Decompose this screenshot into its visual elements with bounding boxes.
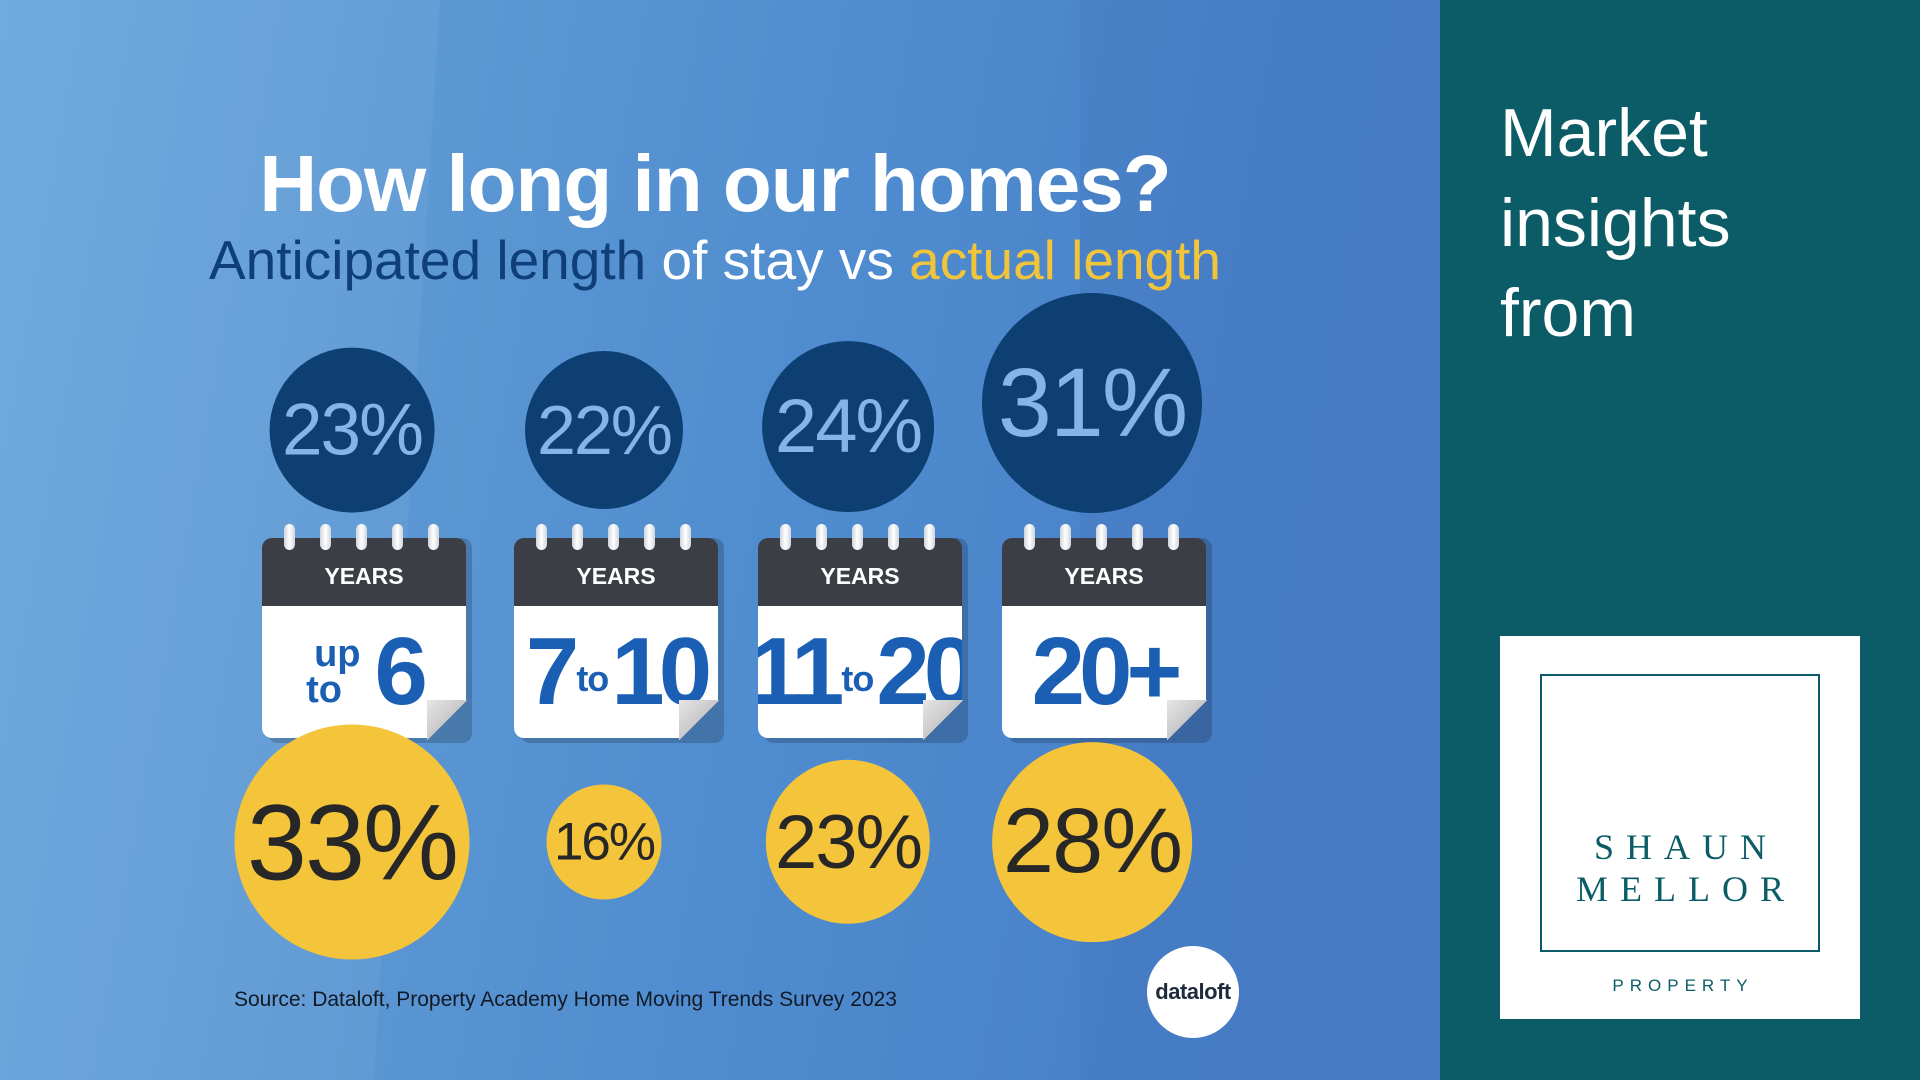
actual-value-circle: 33% bbox=[234, 724, 470, 960]
page-curl bbox=[923, 700, 963, 740]
calendar-ring bbox=[888, 524, 899, 550]
infographic-panel: How long in our homes? Anticipated lengt… bbox=[0, 0, 1440, 1080]
chart-column: 24% YEARS 11 to 20 23% bbox=[728, 0, 968, 1080]
calendar-ring bbox=[1060, 524, 1071, 550]
anticipated-value-circle: 23% bbox=[269, 347, 435, 513]
years-label: YEARS bbox=[576, 562, 656, 589]
logo-name-line: SHAUN bbox=[1593, 827, 1778, 867]
calendar-ring bbox=[536, 524, 547, 550]
calendar-ring bbox=[428, 524, 439, 550]
sidebar-heading-line: Market bbox=[1500, 95, 1708, 171]
calendar-rings bbox=[780, 520, 944, 554]
sidebar-heading-line: insights bbox=[1500, 185, 1731, 261]
calendar-ring bbox=[644, 524, 655, 550]
actual-value-label: 28% bbox=[1002, 790, 1183, 893]
category-prefix-word: to bbox=[306, 669, 342, 711]
anticipated-value-circle: 22% bbox=[525, 351, 683, 509]
calendar-ring bbox=[1168, 524, 1179, 550]
chart-column: 31% YEARS 20+ 28% bbox=[972, 0, 1212, 1080]
category-number: 7 bbox=[525, 618, 579, 725]
subtitle-actual: actual length bbox=[909, 229, 1222, 291]
sidebar-heading-line: from bbox=[1500, 275, 1636, 351]
chart-subtitle: Anticipated length of stay vs actual len… bbox=[0, 228, 1430, 292]
years-label: YEARS bbox=[1064, 562, 1144, 589]
calendar-ring bbox=[780, 524, 791, 550]
category-number: 11 bbox=[748, 618, 844, 725]
logo-name: SHAUN MELLOR bbox=[1500, 826, 1860, 910]
calendar-ring bbox=[924, 524, 935, 550]
calendar-ring bbox=[1132, 524, 1143, 550]
category-prefix: up to bbox=[306, 633, 361, 711]
calendar-rings bbox=[284, 520, 448, 554]
calendar-ring bbox=[1024, 524, 1035, 550]
source-note: Source: Dataloft, Property Academy Home … bbox=[234, 988, 897, 1011]
calendar-ring bbox=[320, 524, 331, 550]
category-label: up to 6 bbox=[262, 606, 466, 738]
category-label: 11 to 20 bbox=[758, 606, 962, 738]
actual-value-circle: 16% bbox=[546, 784, 662, 900]
category-connector: to bbox=[841, 658, 874, 699]
chart-title: How long in our homes? bbox=[259, 139, 1171, 228]
logo-frame bbox=[1540, 674, 1820, 952]
calendar-ring bbox=[608, 524, 619, 550]
logo-name-line: MELLOR bbox=[1576, 869, 1796, 909]
calendar-ring bbox=[680, 524, 691, 550]
actual-value-label: 33% bbox=[246, 781, 459, 903]
category-number: 20+ bbox=[1031, 618, 1183, 725]
actual-value-label: 23% bbox=[774, 799, 923, 885]
subtitle-anticipated: Anticipated length bbox=[208, 229, 647, 291]
anticipated-value-label: 23% bbox=[281, 389, 424, 471]
calendar-icon: YEARS up to 6 bbox=[262, 520, 472, 745]
chart-column: 22% YEARS 7 to 10 16% bbox=[484, 0, 724, 1080]
subtitle-of-stay: of stay vs bbox=[661, 229, 894, 291]
calendar-icon: YEARS 20+ bbox=[1002, 520, 1212, 745]
calendar-ring bbox=[816, 524, 827, 550]
calendar-ring bbox=[284, 524, 295, 550]
calendar-ring bbox=[572, 524, 583, 550]
category-label: 20+ bbox=[1002, 606, 1206, 738]
calendar-ring bbox=[852, 524, 863, 550]
anticipated-value-label: 22% bbox=[536, 391, 673, 469]
category-prefix-word: up bbox=[314, 633, 361, 675]
page-curl bbox=[679, 700, 719, 740]
actual-value-label: 16% bbox=[553, 812, 656, 872]
anticipated-value-label: 24% bbox=[774, 384, 923, 470]
calendar-icon: YEARS 7 to 10 bbox=[514, 520, 724, 745]
actual-value-circle: 28% bbox=[992, 742, 1192, 942]
category-number: 6 bbox=[374, 618, 428, 725]
calendar-icon: YEARS 11 to 20 bbox=[758, 520, 968, 745]
anticipated-value-label: 31% bbox=[997, 347, 1188, 457]
sidebar-heading: Market insights from bbox=[1500, 88, 1880, 358]
calendar-ring bbox=[1096, 524, 1107, 550]
anticipated-value-circle: 24% bbox=[762, 340, 934, 513]
calendar-ring bbox=[356, 524, 367, 550]
actual-value-circle: 23% bbox=[765, 759, 931, 925]
years-label: YEARS bbox=[820, 562, 900, 589]
calendar-ring bbox=[392, 524, 403, 550]
chart-column: 23% YEARS up to 6 33% bbox=[232, 0, 472, 1080]
category-connector: to bbox=[576, 658, 609, 699]
logo-subtitle: PROPERTY bbox=[1612, 976, 1754, 995]
dataloft-badge: dataloft bbox=[1147, 946, 1239, 1038]
calendar-rings bbox=[1024, 520, 1188, 554]
calendar-rings bbox=[536, 520, 700, 554]
page-curl bbox=[1167, 700, 1207, 740]
category-label: 7 to 10 bbox=[514, 606, 718, 738]
anticipated-value-circle: 31% bbox=[982, 292, 1202, 513]
years-label: YEARS bbox=[324, 562, 404, 589]
company-logo: SHAUN MELLOR PROPERTY bbox=[1500, 636, 1860, 1019]
page-curl bbox=[427, 700, 467, 740]
